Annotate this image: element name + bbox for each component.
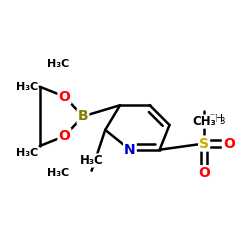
Text: H₃C: H₃C: [47, 60, 70, 70]
Text: 3: 3: [219, 117, 224, 126]
Text: O: O: [223, 136, 235, 150]
Text: N: N: [124, 143, 136, 157]
Text: B: B: [78, 109, 88, 123]
Text: H₃C: H₃C: [16, 82, 38, 92]
Text: H: H: [81, 158, 89, 168]
Text: O: O: [58, 90, 70, 104]
Text: CH₃: CH₃: [192, 115, 216, 128]
Text: H₃C: H₃C: [80, 154, 104, 167]
Text: O: O: [58, 129, 70, 143]
Text: CH: CH: [208, 114, 224, 124]
Text: C: C: [94, 158, 102, 168]
Text: S: S: [199, 136, 209, 150]
Text: 3: 3: [90, 160, 96, 170]
Text: H₃C: H₃C: [47, 168, 70, 178]
Text: H₃C: H₃C: [16, 148, 38, 158]
Text: O: O: [198, 166, 210, 180]
